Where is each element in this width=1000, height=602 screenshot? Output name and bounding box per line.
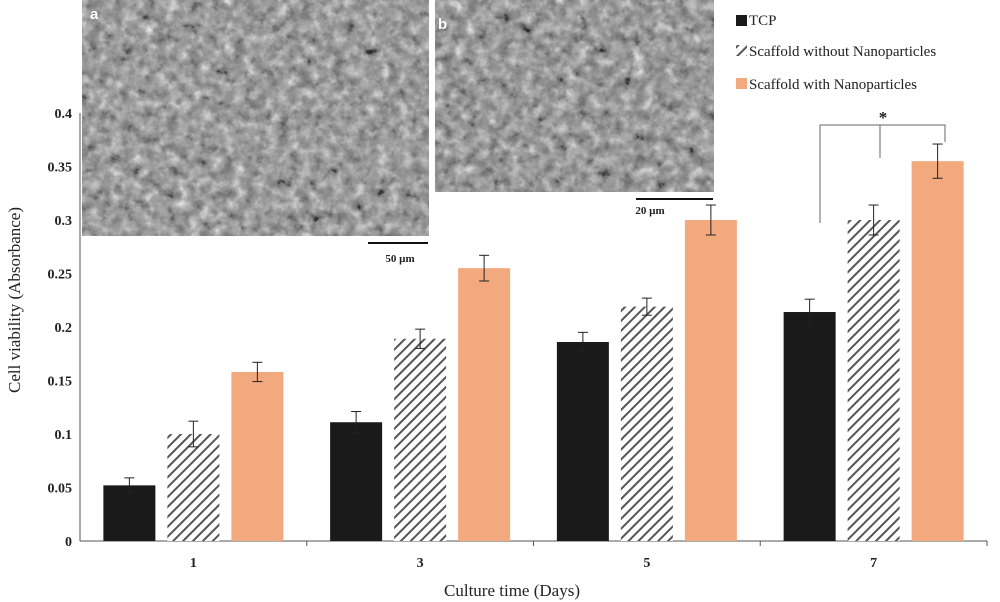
bar xyxy=(167,434,220,541)
scale-label-b: 20 µm xyxy=(635,205,664,217)
x-tick-label: 5 xyxy=(643,556,650,571)
error-bar xyxy=(932,143,943,179)
error-bar xyxy=(804,298,815,326)
bar xyxy=(684,220,737,541)
legend-swatch-tcp xyxy=(736,15,747,26)
bar xyxy=(556,341,609,541)
sem-image-b xyxy=(435,0,714,192)
y-tick-label: 0.1 xyxy=(55,428,73,443)
y-tick-label: 0.05 xyxy=(48,482,73,497)
y-axis-title: Cell viability (Absorbance) xyxy=(5,207,24,393)
bar xyxy=(231,371,284,541)
y-tick-label: 0 xyxy=(65,535,72,550)
bar xyxy=(103,485,156,541)
legend-item-tcp: TCP xyxy=(736,13,777,29)
sem-image-a xyxy=(82,0,429,236)
significance-bracket: * xyxy=(819,108,946,223)
legend-label-tcp: TCP xyxy=(749,13,777,29)
error-bar xyxy=(351,411,362,434)
scale-label-a: 50 µm xyxy=(385,253,414,265)
legend-item-scaffold-with: Scaffold with Nanoparticles xyxy=(736,77,917,93)
error-bar xyxy=(705,204,716,236)
legend: TCP Scaffold without Nanoparticles Scaff… xyxy=(736,13,936,93)
error-bar xyxy=(577,331,588,353)
sem-inset-a: a 50 µm xyxy=(82,0,429,265)
error-bar xyxy=(641,297,652,316)
legend-item-scaffold-without: Scaffold without Nanoparticles xyxy=(736,44,936,60)
x-tick-label: 3 xyxy=(417,556,424,571)
legend-label-scaffold-without: Scaffold without Nanoparticles xyxy=(749,44,936,60)
y-tick-label: 0.2 xyxy=(55,321,73,336)
y-tick-label: 0.25 xyxy=(48,268,73,283)
x-tick-label: 1 xyxy=(190,556,197,571)
bar xyxy=(847,220,900,541)
error-bar xyxy=(188,420,199,448)
significance-star: * xyxy=(879,108,888,127)
error-bar xyxy=(252,361,263,383)
y-tick-label: 0.3 xyxy=(55,214,73,229)
error-bar xyxy=(479,254,490,282)
inset-b-letter: b xyxy=(438,16,447,33)
inset-a-letter: a xyxy=(90,6,99,23)
bar xyxy=(458,268,511,541)
bar xyxy=(620,306,673,541)
bar xyxy=(330,422,383,541)
y-tick-label: 0.4 xyxy=(55,107,73,122)
x-ticks: 1 3 5 7 xyxy=(190,541,988,571)
bars xyxy=(103,161,964,541)
error-bar xyxy=(124,477,135,494)
error-bar xyxy=(868,204,879,236)
sem-inset-b: b 20 µm xyxy=(435,0,714,217)
x-axis-title: Culture time (Days) xyxy=(444,581,580,600)
y-tick-label: 0.15 xyxy=(48,375,73,390)
bar xyxy=(783,312,836,541)
error-bar xyxy=(415,328,426,349)
y-tick-label: 0.35 xyxy=(48,161,73,176)
legend-label-scaffold-with: Scaffold with Nanoparticles xyxy=(749,77,917,93)
x-tick-label: 7 xyxy=(870,556,877,571)
legend-swatch-scaffold-with xyxy=(736,78,747,89)
bar xyxy=(911,161,964,541)
error-bars xyxy=(124,143,943,494)
bar xyxy=(394,338,447,541)
legend-swatch-scaffold-without xyxy=(736,45,747,56)
y-ticks: 0 0.05 0.1 0.15 0.2 0.25 0.3 0.35 0.4 xyxy=(48,107,73,550)
